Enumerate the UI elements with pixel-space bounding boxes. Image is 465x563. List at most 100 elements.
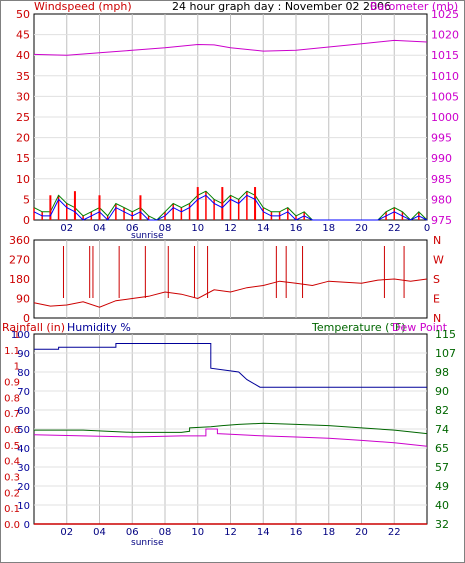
hour-tick-label: 18 [322,223,335,234]
humidity-tick-label: 30 [17,463,30,474]
barometer-tick-label: 1015 [431,49,459,62]
barometer-tick-label: 985 [431,173,452,186]
hour-tick-label: 22 [388,527,401,538]
hour-tick-label: 20 [355,223,368,234]
sunrise-label-top: sunrise [131,231,164,241]
direction-tick-label: 0 [23,312,30,325]
windspeed-tick-label: 25 [16,111,30,124]
hour-tick-label: 14 [257,527,270,538]
temperature-tick-label: 57 [435,461,449,474]
temperature-tick-label: 98 [435,366,449,379]
barometer-tick-label: 1000 [431,111,459,124]
direction-tick-label: 360 [9,234,30,247]
windspeed-tick-label: 15 [16,152,30,165]
hour-tick-label: 02 [60,527,73,538]
compass-label: N [433,312,441,325]
temperature-tick-label: 74 [435,423,449,436]
barometer-tick-label: 1005 [431,90,459,103]
barometer-tick-label: 1020 [431,29,459,42]
hour-tick-label: 16 [290,527,303,538]
temperature-axis-title: Temperature (°F) [311,321,406,334]
humidity-tick-label: 80 [17,368,30,379]
barometer-tick-label: 980 [431,193,452,206]
rainfall-tick-label: 0.5 [4,441,20,452]
rainfall-tick-label: 0.8 [4,393,20,404]
humidity-tick-label: 60 [17,406,30,417]
temperature-tick-label: 32 [435,518,449,531]
dewpoint-series-line [33,428,428,447]
barometer-tick-label: 975 [431,214,452,227]
humidity-tick-label: 0 [24,520,30,531]
barometer-tick-label: 995 [431,132,452,145]
temperature-tick-label: 49 [435,480,449,493]
windspeed-tick-label: 20 [16,132,30,145]
windspeed-tick-label: 40 [16,49,30,62]
temperature-tick-label: 40 [435,499,449,512]
sunrise-label-bottom: sunrise [131,538,164,548]
windspeed-tick-label: 35 [16,70,30,83]
hour-tick-label: 10 [191,527,204,538]
windspeed-tick-label: 45 [16,29,30,42]
barometer-axis-title: Barometer (mb) [370,0,458,13]
barometer-tick-label: 990 [431,152,452,165]
dewpoint-axis-title: Dew Point [392,321,448,334]
rainfall-tick-label: 0.7 [4,409,20,420]
windspeed-axis-title: Windspeed (mph) [34,0,132,13]
direction-tick-label: 270 [9,254,30,267]
humidity-tick-label: 20 [17,482,30,493]
humidity-tick-label: 10 [17,501,30,512]
windspeed-tick-label: 30 [16,90,30,103]
compass-label: N [433,234,441,247]
windspeed-tick-label: 5 [23,193,30,206]
rainfall-tick-label: 0.3 [4,473,20,484]
rainfall-tick-label: 0.6 [4,425,20,436]
rainfall-axis-title: Rainfall (in) [2,321,65,334]
hour-tick-label: 12 [224,527,237,538]
rainfall-tick-label: 0.2 [4,488,20,499]
hour-tick-label: 02 [60,223,73,234]
windspeed-tick-label: 50 [16,8,30,21]
barometer-tick-label: 1025 [431,8,459,21]
barometer-series-line [33,39,428,56]
barometer-tick-label: 1010 [431,70,459,83]
direction-tick-label: 90 [16,293,30,306]
windspeed-tick-label: 0 [23,214,30,227]
wind-low-line [33,194,428,221]
hour-tick-label: 18 [322,527,335,538]
rainfall-tick-label: 1 [14,330,20,341]
hour-tick-label: 08 [159,527,172,538]
temperature-tick-label: 90 [435,385,449,398]
hour-tick-label: 08 [159,223,172,234]
chart-title: 24 hour graph day : November 02 2006 [172,0,391,13]
windspeed-tick-label: 10 [16,173,30,186]
humidity-tick-label: 50 [17,425,30,436]
direction-tick-label: 180 [9,273,30,286]
hour-tick-label: 16 [290,223,303,234]
humidity-series-line [34,343,427,388]
rainfall-tick-label: 0.9 [4,378,20,389]
compass-label: E [433,293,440,306]
series-lines [33,39,428,525]
temperature-tick-label: 82 [435,404,449,417]
humidity-tick-label: 70 [17,387,30,398]
temperature-series-line [34,422,428,435]
hour-tick-label: 06 [126,527,139,538]
temperature-tick-label: 65 [435,442,449,455]
humidity-axis-title: Humidity % [67,321,131,334]
hour-tick-label: 06 [126,223,139,234]
rainfall-tick-label: 0.0 [4,520,20,531]
hour-tick-label: 22 [388,223,401,234]
hour-tick-label: 04 [93,223,106,234]
rainfall-tick-label: 0.4 [4,457,20,468]
humidity-tick-label: 40 [17,444,30,455]
hour-tick-label: 10 [191,223,204,234]
wind-direction-line [33,278,428,308]
temperature-tick-label: 107 [435,347,456,360]
rainfall-tick-label: 1 [14,362,20,373]
rainfall-tick-label: 1.1 [4,346,20,357]
compass-label: W [433,254,444,267]
temperature-tick-label: 115 [435,328,456,341]
hour-tick-label: 12 [224,223,237,234]
